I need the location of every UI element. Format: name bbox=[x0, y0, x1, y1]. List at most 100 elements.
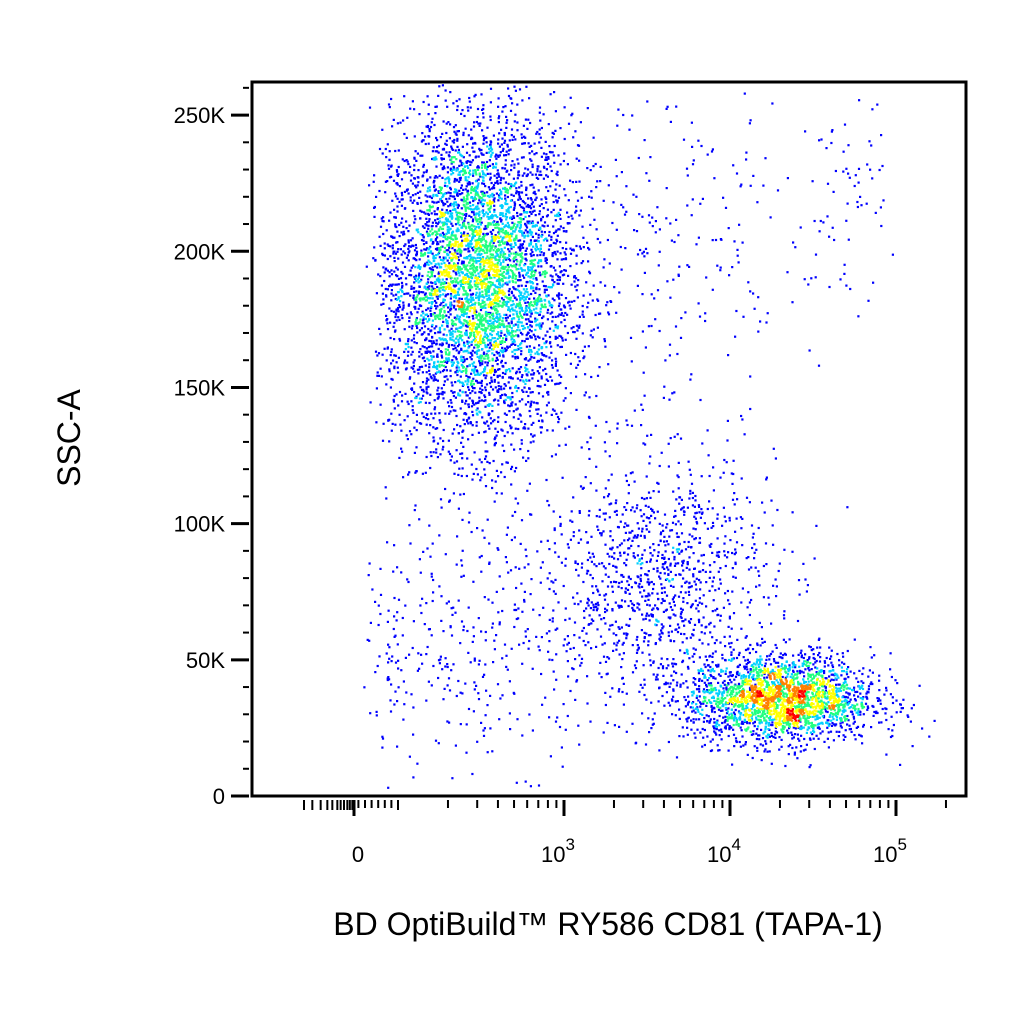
data-point bbox=[510, 291, 514, 295]
data-point bbox=[744, 743, 747, 746]
data-point bbox=[613, 642, 616, 645]
data-point bbox=[755, 585, 758, 588]
data-point bbox=[512, 216, 516, 219]
data-point bbox=[667, 701, 670, 704]
data-point bbox=[669, 120, 672, 123]
data-point bbox=[497, 117, 500, 120]
data-point bbox=[413, 275, 416, 279]
data-point bbox=[671, 598, 674, 601]
data-point bbox=[521, 206, 524, 209]
data-point bbox=[664, 550, 667, 553]
data-point bbox=[652, 660, 655, 663]
data-point bbox=[725, 712, 729, 715]
data-point bbox=[732, 472, 735, 476]
data-point bbox=[768, 603, 771, 606]
data-point bbox=[627, 583, 630, 586]
data-point bbox=[577, 603, 580, 606]
data-point bbox=[418, 274, 421, 277]
data-point bbox=[776, 508, 779, 512]
data-point bbox=[459, 691, 462, 694]
data-point bbox=[439, 136, 442, 139]
data-point bbox=[690, 373, 693, 376]
data-point bbox=[805, 590, 808, 593]
data-point bbox=[761, 637, 764, 640]
data-point bbox=[723, 679, 726, 683]
data-point bbox=[651, 508, 654, 512]
data-point bbox=[512, 410, 515, 413]
data-point bbox=[530, 400, 533, 403]
data-point bbox=[792, 736, 795, 739]
data-point bbox=[488, 382, 492, 385]
data-point bbox=[812, 648, 815, 651]
data-point bbox=[588, 272, 592, 275]
data-point bbox=[449, 186, 452, 189]
data-point bbox=[403, 265, 407, 268]
data-point bbox=[752, 722, 755, 725]
data-point bbox=[784, 764, 787, 768]
data-point bbox=[473, 95, 476, 98]
data-point bbox=[470, 405, 474, 408]
data-point bbox=[406, 438, 409, 441]
data-point bbox=[433, 185, 436, 189]
data-point bbox=[453, 472, 456, 475]
data-point bbox=[413, 382, 416, 385]
data-point bbox=[399, 277, 403, 280]
data-point bbox=[545, 153, 548, 156]
data-point bbox=[436, 248, 439, 251]
data-point bbox=[441, 448, 444, 451]
data-point bbox=[706, 720, 709, 723]
data-point bbox=[880, 134, 883, 137]
data-point bbox=[552, 194, 555, 197]
data-point bbox=[456, 167, 459, 170]
data-point bbox=[745, 151, 748, 154]
data-point bbox=[428, 218, 431, 221]
data-point bbox=[500, 428, 503, 431]
data-point bbox=[808, 766, 811, 769]
data-point bbox=[414, 306, 417, 309]
data-point bbox=[504, 349, 507, 352]
data-point bbox=[745, 158, 748, 161]
data-point bbox=[907, 715, 910, 718]
data-point bbox=[379, 612, 382, 616]
data-point bbox=[679, 607, 683, 610]
data-point bbox=[550, 364, 554, 367]
data-point bbox=[870, 144, 873, 147]
data-point bbox=[512, 286, 515, 289]
data-point bbox=[418, 355, 421, 358]
data-point bbox=[570, 114, 573, 117]
data-point bbox=[530, 433, 533, 436]
data-point bbox=[525, 459, 528, 462]
data-point bbox=[538, 210, 541, 213]
data-point bbox=[456, 373, 459, 377]
data-point bbox=[473, 688, 476, 691]
data-point bbox=[678, 552, 681, 555]
data-point bbox=[700, 624, 703, 627]
data-point bbox=[560, 335, 563, 338]
data-point bbox=[473, 141, 476, 145]
data-point bbox=[510, 343, 513, 346]
data-point bbox=[714, 609, 717, 612]
data-point bbox=[750, 733, 753, 736]
data-point bbox=[647, 325, 650, 328]
data-point bbox=[718, 714, 721, 718]
data-point bbox=[490, 422, 493, 425]
data-point bbox=[753, 725, 756, 728]
data-point bbox=[435, 221, 438, 224]
data-point bbox=[804, 668, 807, 671]
data-point bbox=[425, 377, 429, 380]
data-point bbox=[557, 154, 560, 157]
data-point bbox=[604, 567, 607, 570]
data-point bbox=[540, 173, 543, 177]
data-point bbox=[499, 179, 502, 182]
data-point bbox=[510, 538, 513, 542]
data-point bbox=[689, 618, 693, 621]
data-point bbox=[484, 395, 487, 399]
data-point bbox=[435, 201, 438, 204]
data-point bbox=[736, 665, 739, 669]
data-point bbox=[406, 361, 409, 364]
data-point bbox=[775, 585, 778, 588]
data-point bbox=[697, 610, 700, 613]
data-point bbox=[564, 194, 567, 197]
data-point bbox=[689, 606, 693, 609]
data-point bbox=[692, 660, 695, 663]
